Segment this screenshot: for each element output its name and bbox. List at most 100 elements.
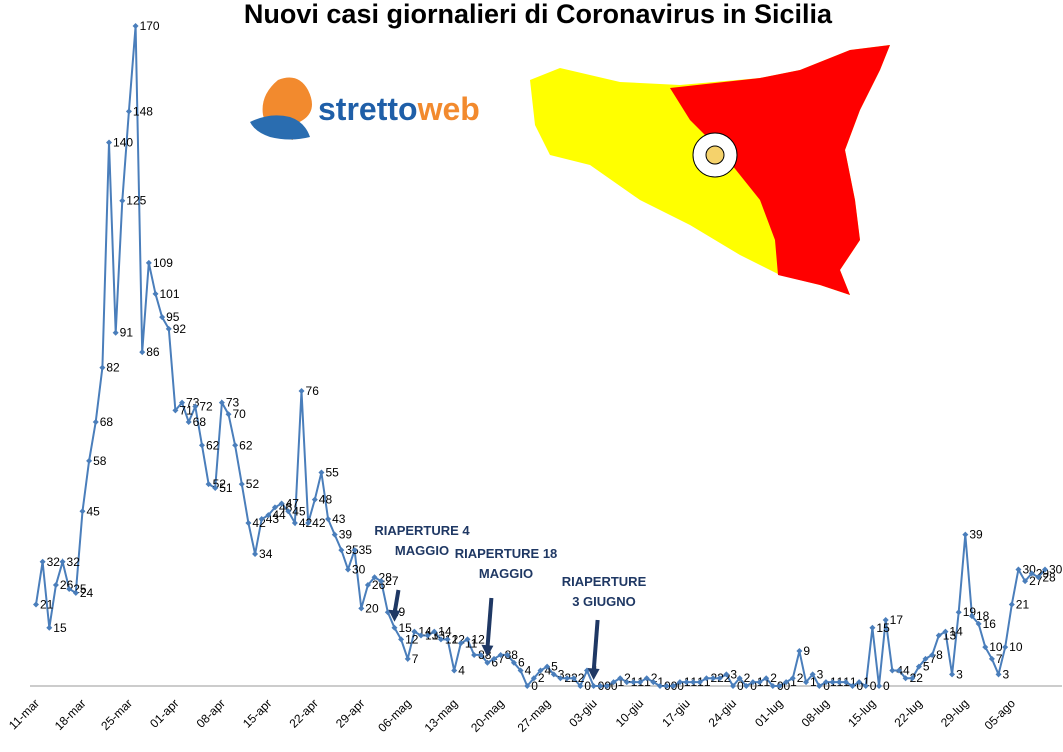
data-point bbox=[783, 679, 790, 686]
data-point bbox=[404, 655, 411, 662]
data-point bbox=[125, 108, 132, 115]
x-tick-label: 25-mar bbox=[98, 696, 135, 733]
data-point bbox=[258, 516, 265, 523]
data-label: 3 bbox=[817, 667, 824, 681]
data-point bbox=[66, 585, 73, 592]
data-point bbox=[165, 325, 172, 332]
data-point bbox=[816, 683, 823, 689]
data-label: 0 bbox=[677, 679, 684, 693]
data-point bbox=[988, 655, 995, 662]
map-red bbox=[670, 45, 890, 295]
data-point bbox=[637, 679, 644, 686]
data-label: 44 bbox=[272, 508, 286, 522]
data-point bbox=[159, 314, 166, 321]
data-label: 28 bbox=[1042, 570, 1056, 584]
data-label: 12 bbox=[452, 632, 466, 646]
data-point bbox=[431, 628, 438, 635]
data-point bbox=[544, 663, 551, 670]
x-tick-label: 29-apr bbox=[333, 696, 367, 730]
data-point bbox=[212, 485, 219, 491]
x-tick-label: 01-lug bbox=[752, 696, 785, 729]
data-point bbox=[809, 671, 816, 678]
data-point bbox=[112, 329, 119, 336]
data-label: 14 bbox=[438, 625, 452, 639]
data-point bbox=[424, 632, 431, 639]
data-label: 109 bbox=[153, 256, 173, 270]
data-label: 7 bbox=[412, 652, 419, 666]
data-point bbox=[643, 675, 650, 682]
data-label: 5 bbox=[551, 660, 558, 674]
data-label: 92 bbox=[173, 322, 187, 336]
data-label: 0 bbox=[856, 679, 863, 693]
data-point bbox=[889, 667, 896, 674]
data-point bbox=[517, 667, 524, 674]
x-tick-label: 27-mag bbox=[515, 696, 554, 735]
data-label: 0 bbox=[870, 679, 877, 693]
data-label: 47 bbox=[286, 497, 300, 511]
data-label: 3 bbox=[1003, 667, 1010, 681]
data-point bbox=[238, 481, 245, 488]
x-tick-label: 01-apr bbox=[147, 696, 181, 730]
data-label: 12 bbox=[445, 632, 459, 646]
data-point bbox=[1002, 644, 1009, 651]
data-point bbox=[179, 399, 186, 406]
data-point bbox=[935, 632, 942, 639]
data-point bbox=[922, 655, 929, 662]
data-point bbox=[491, 655, 498, 662]
data-label: 1 bbox=[790, 675, 797, 689]
data-point bbox=[418, 632, 425, 639]
data-label: 43 bbox=[332, 512, 346, 526]
data-point bbox=[710, 675, 717, 682]
data-point bbox=[172, 407, 179, 414]
x-tick-label: 05-ago bbox=[982, 696, 1019, 733]
data-point bbox=[225, 411, 232, 418]
data-label: 7 bbox=[996, 652, 1003, 666]
data-point bbox=[577, 683, 584, 689]
data-label: 45 bbox=[292, 504, 306, 518]
data-label: 4 bbox=[903, 663, 910, 677]
data-label: 2 bbox=[916, 671, 923, 685]
data-point bbox=[630, 679, 637, 686]
data-label: 68 bbox=[193, 415, 207, 429]
data-point bbox=[59, 558, 66, 565]
data-point bbox=[351, 547, 358, 554]
data-label: 0 bbox=[531, 679, 538, 693]
data-label: 39 bbox=[339, 528, 353, 542]
data-label: 140 bbox=[113, 135, 133, 149]
x-tick-label: 22-lug bbox=[892, 696, 925, 729]
data-point bbox=[975, 620, 982, 627]
data-point bbox=[338, 547, 345, 554]
data-point bbox=[942, 628, 949, 635]
data-label: 15 bbox=[876, 621, 890, 635]
data-label: 1 bbox=[618, 675, 625, 689]
data-label: 48 bbox=[319, 493, 333, 507]
data-label: 101 bbox=[159, 287, 179, 301]
data-point bbox=[1022, 578, 1029, 585]
x-tick-label: 03-giu bbox=[566, 696, 599, 729]
data-point bbox=[457, 640, 464, 647]
data-label: 39 bbox=[969, 528, 983, 542]
data-point bbox=[524, 683, 531, 689]
data-label: 12 bbox=[471, 632, 485, 646]
data-label: 3 bbox=[956, 667, 963, 681]
data-point bbox=[510, 659, 517, 666]
data-point bbox=[557, 675, 564, 682]
data-label: 1 bbox=[850, 675, 857, 689]
annotation: RIAPERTURE 4 bbox=[374, 523, 470, 538]
data-point bbox=[968, 613, 975, 620]
data-point bbox=[902, 675, 909, 682]
data-point bbox=[822, 679, 829, 686]
chart-title: Nuovi casi giornalieri di Coronavirus in… bbox=[244, 0, 833, 29]
data-point bbox=[749, 679, 756, 686]
data-point bbox=[252, 551, 259, 557]
annotation: MAGGIO bbox=[395, 543, 449, 558]
data-label: 82 bbox=[106, 361, 120, 375]
data-label: 58 bbox=[93, 454, 107, 468]
data-label: 0 bbox=[783, 679, 790, 693]
annotation-arrow bbox=[485, 597, 494, 649]
data-point bbox=[962, 531, 969, 538]
data-label: 0 bbox=[750, 679, 757, 693]
data-point bbox=[776, 683, 783, 689]
data-point bbox=[703, 675, 710, 682]
